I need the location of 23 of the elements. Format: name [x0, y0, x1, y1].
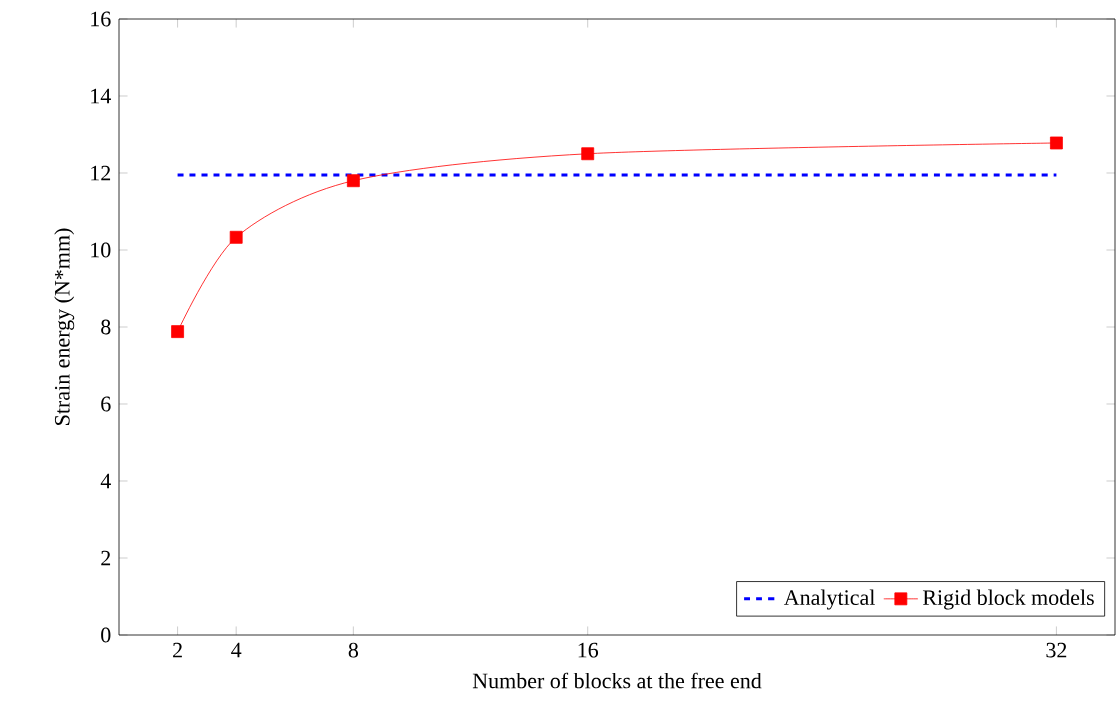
legend-label: Analytical: [783, 589, 875, 610]
y-tick-label: 16: [91, 11, 111, 27]
point: [171, 325, 184, 339]
x-tick-label: 8: [348, 642, 359, 658]
point: [229, 230, 243, 244]
y-tick-label: 4: [100, 473, 111, 489]
y-tick-label: 2: [101, 550, 111, 566]
legend-label: Rigid block models: [922, 589, 1094, 610]
x-tick-label: 4: [231, 642, 242, 658]
y-axis-title: Strain energy (N*mm): [54, 228, 75, 425]
y-tick-label: 8: [101, 319, 111, 335]
point: [346, 174, 360, 188]
y-tick-label: 10: [91, 242, 111, 258]
y-tick-label: 12: [91, 165, 111, 181]
y-tick-label: 6: [101, 396, 111, 412]
x-tick-label: 32: [1046, 642, 1067, 658]
y-tick-label: 14: [91, 88, 111, 104]
x-tick-label: 16: [578, 642, 599, 658]
point: [581, 147, 595, 161]
y-tick-label: 0: [101, 627, 111, 643]
x-axis-title: Number of blocks at the free end: [472, 672, 762, 689]
point: [1050, 136, 1063, 150]
x-tick-label: 2: [173, 642, 182, 658]
